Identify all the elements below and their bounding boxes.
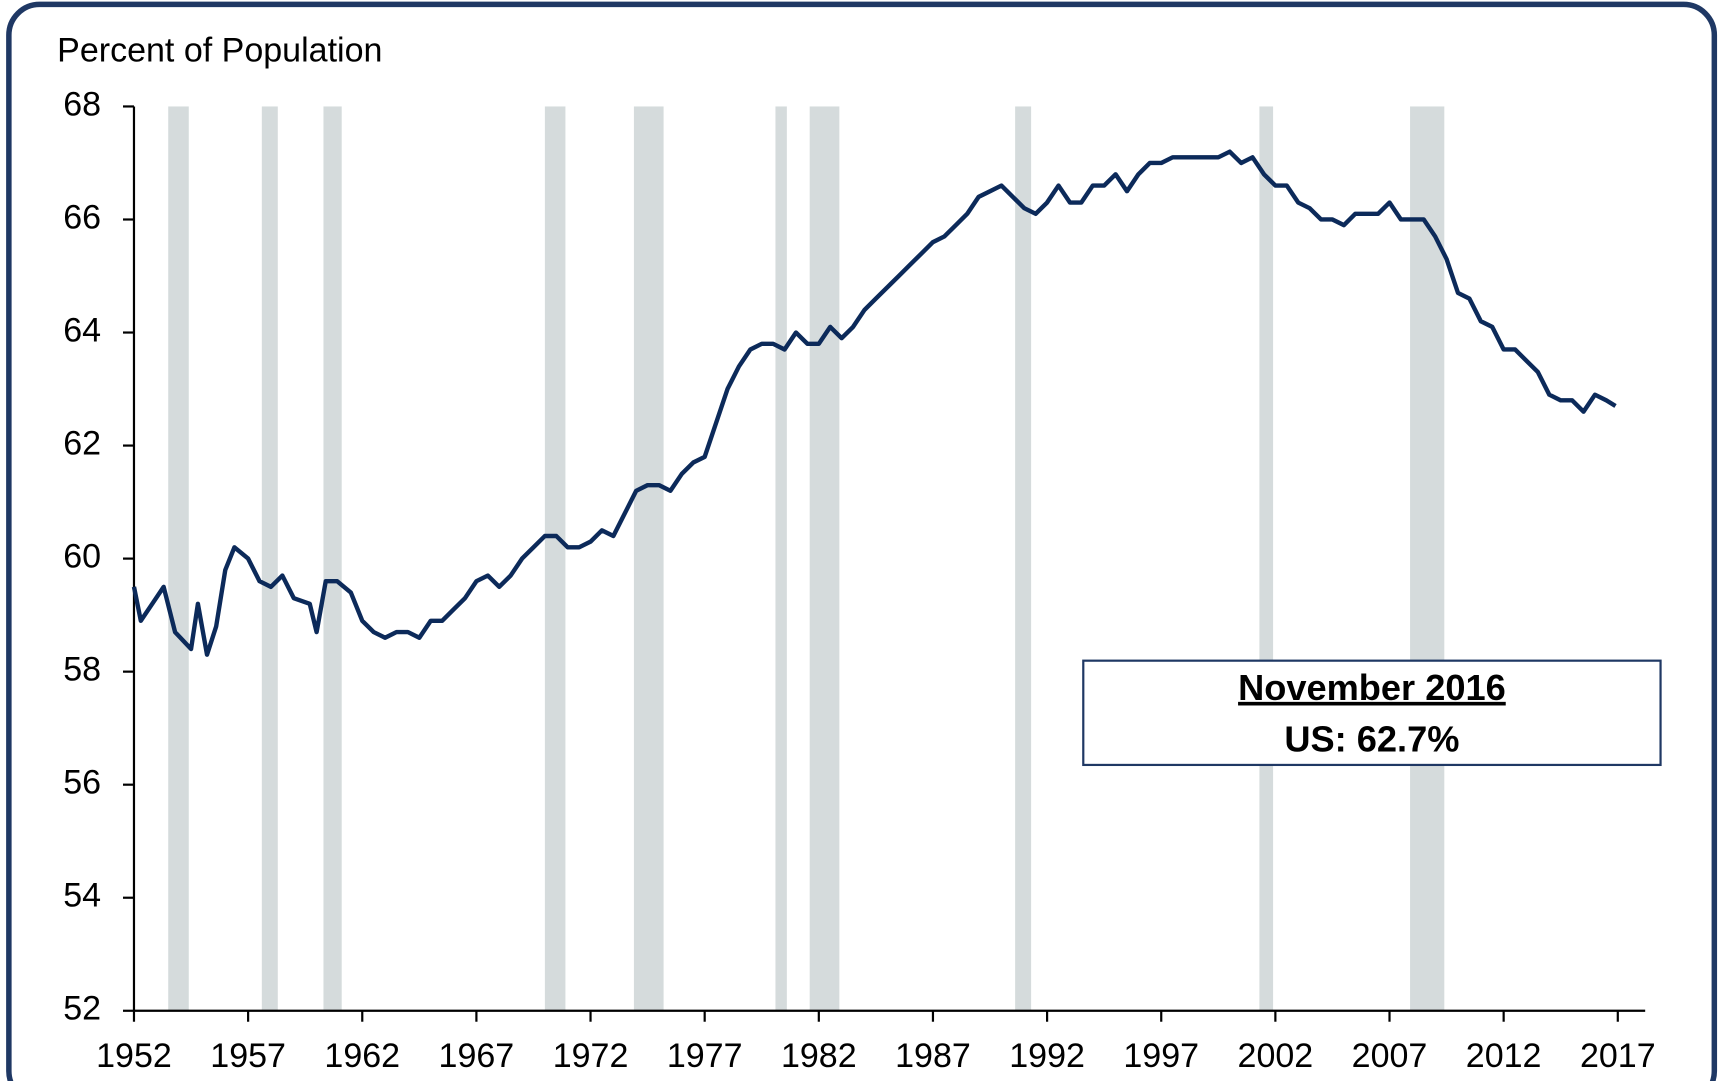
x-tick-label: 1972 xyxy=(553,1037,629,1075)
y-tick-label: 58 xyxy=(63,651,101,689)
annotation-title: November 2016 xyxy=(1238,667,1506,708)
x-tick-label: 1997 xyxy=(1123,1037,1199,1075)
annotation-text: US: 62.7% xyxy=(1284,718,1459,759)
x-tick-label: 1992 xyxy=(1009,1037,1085,1075)
x-tick-label: 1977 xyxy=(667,1037,743,1075)
recession-band xyxy=(633,106,664,1011)
frame xyxy=(6,1,1718,1081)
x-tick-label: 1987 xyxy=(895,1037,971,1075)
y-tick-label: 68 xyxy=(63,85,101,123)
annotation-box xyxy=(1082,659,1662,767)
y-tick-label: 54 xyxy=(63,877,101,915)
y-tick-label: 62 xyxy=(63,425,101,463)
recession-band xyxy=(323,106,342,1011)
x-tick-label: 1982 xyxy=(781,1037,857,1075)
y-tick-label: 64 xyxy=(63,312,101,350)
recession-band xyxy=(1015,106,1032,1011)
recession-band xyxy=(775,106,787,1011)
x-tick-label: 1967 xyxy=(439,1037,515,1075)
recession-band xyxy=(261,106,278,1011)
recession-band xyxy=(1259,106,1274,1011)
x-tick-label: 2012 xyxy=(1466,1037,1542,1075)
y-tick-label: 52 xyxy=(63,990,101,1028)
y-tick-label: 56 xyxy=(63,764,101,802)
recession-band xyxy=(544,106,566,1011)
x-tick-label: 2017 xyxy=(1580,1037,1656,1075)
x-tick-label: 1962 xyxy=(324,1037,400,1075)
y-axis-label: Percent of Population xyxy=(57,32,382,70)
recession-band xyxy=(168,106,189,1011)
y-tick-label: 66 xyxy=(63,198,101,236)
x-tick-label: 1952 xyxy=(96,1037,172,1075)
recession-band xyxy=(809,106,840,1011)
y-tick-label: 60 xyxy=(63,538,101,576)
line-series xyxy=(131,149,1617,657)
x-tick-label: 1957 xyxy=(210,1037,286,1075)
recession-band xyxy=(1410,106,1445,1011)
x-tick-label: 2007 xyxy=(1352,1037,1428,1075)
x-tick-label: 2002 xyxy=(1238,1037,1314,1075)
